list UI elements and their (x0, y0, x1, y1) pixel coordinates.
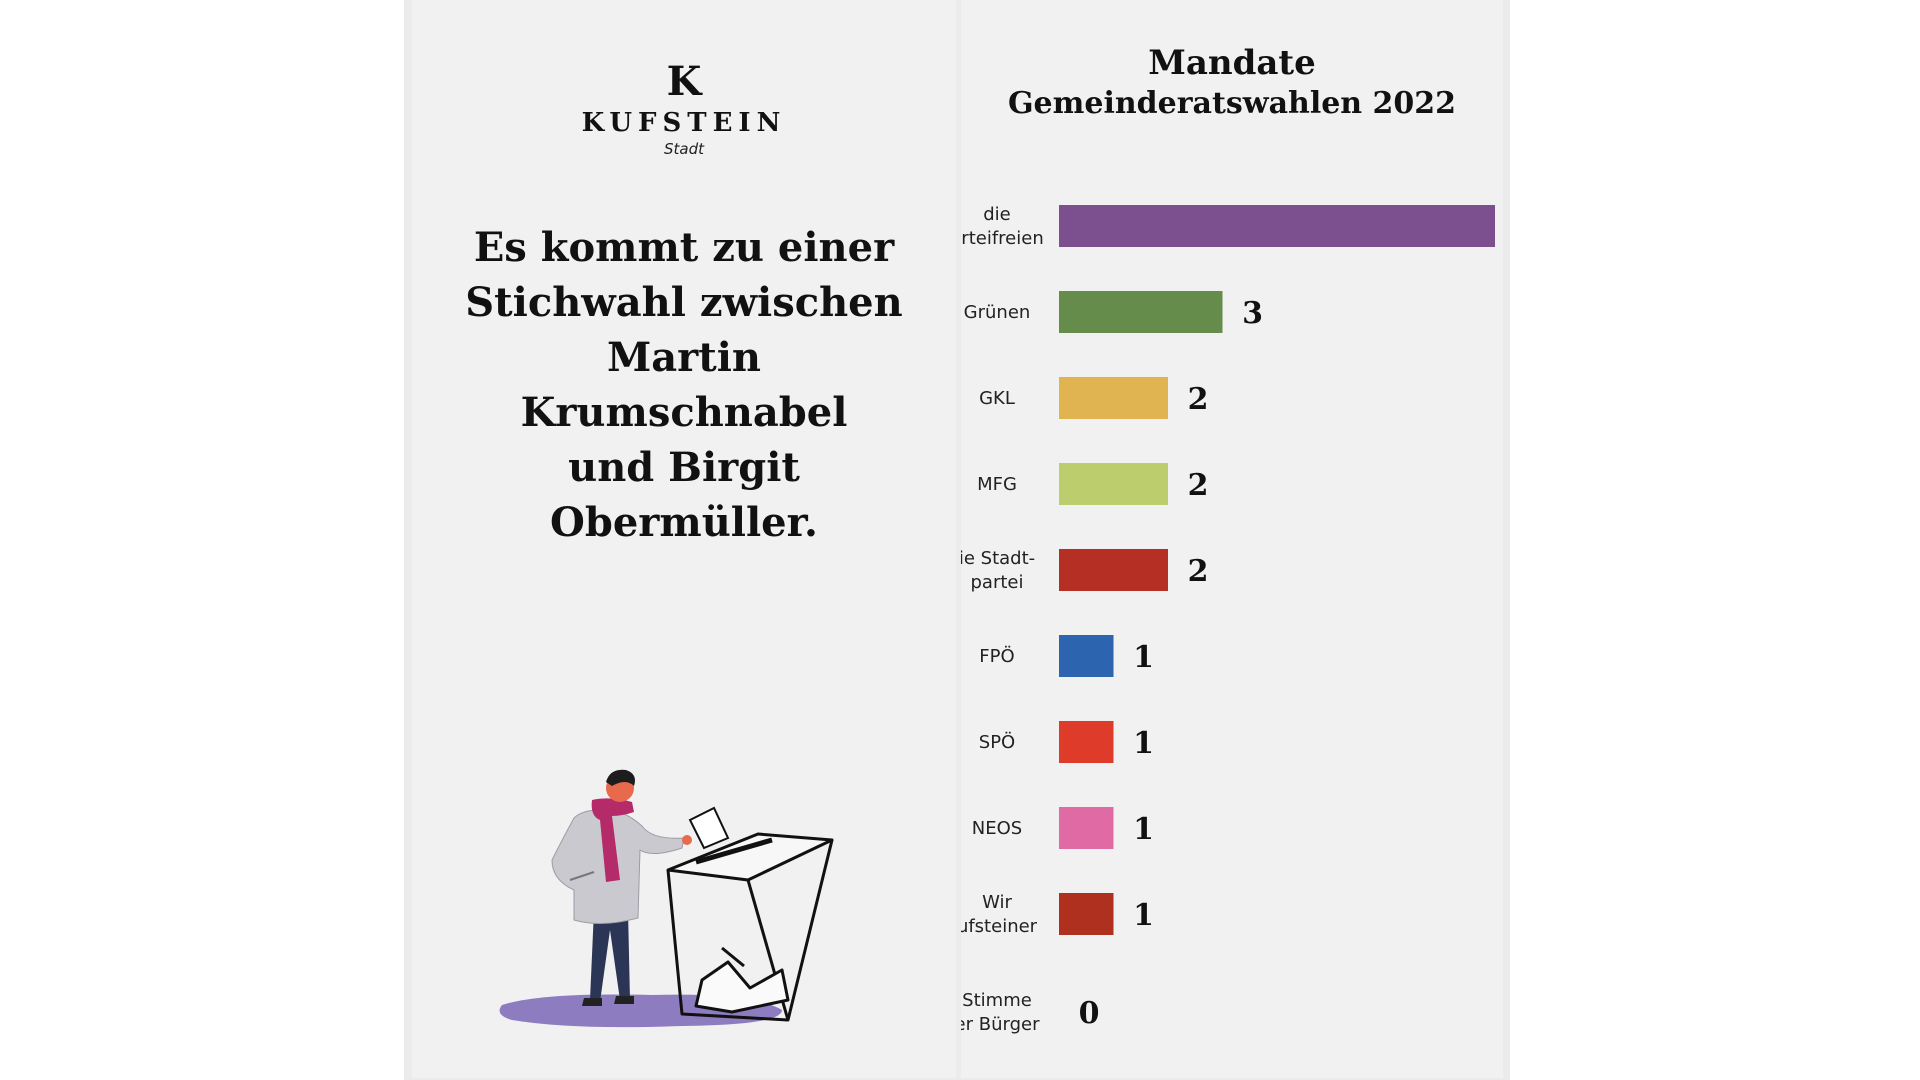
category-label: GKL (979, 388, 1015, 409)
category-label: MFG (977, 474, 1017, 495)
voter-illustration (499, 769, 834, 1028)
ballot-box (666, 832, 834, 1022)
person-hair (606, 769, 635, 786)
bar (1059, 205, 1495, 247)
bar (1059, 377, 1168, 419)
chart-title: Mandate (1148, 43, 1316, 83)
chart-subtitle: Gemeinderatswahlen 2022 (1007, 86, 1457, 121)
left-panel: K KUFSTEIN Stadt Es kommt zu einer Stich… (412, 0, 956, 1078)
value-label: 0 (1079, 996, 1100, 1031)
bar (1059, 635, 1114, 677)
person-hand (682, 835, 692, 845)
category-label: Wir ufsteiner (961, 892, 1038, 937)
logo-subtitle: Stadt (664, 140, 704, 158)
coat-pocket (569, 871, 595, 881)
kufstein-logo: K KUFSTEIN Stadt (412, 58, 956, 159)
headline-line: Krumschnabel (520, 389, 848, 436)
bar (1059, 893, 1114, 935)
bar (1059, 807, 1114, 849)
mandate-bar-chart: diearteifreien8Grünen3GKL2MFG2ie Stadt-p… (961, 204, 1495, 1035)
logo-name: KUFSTEIN (581, 108, 787, 138)
chart-title-block: Mandate Gemeinderatswahlen 2022 (961, 42, 1503, 124)
headline-line: Obermüller. (550, 499, 818, 546)
category-label: NEOS (972, 818, 1022, 839)
right-panel: Mandate Gemeinderatswahlen 2022 dieartei… (961, 0, 1503, 1078)
value-label: 1 (1133, 812, 1154, 847)
value-label: 1 (1133, 640, 1154, 675)
logo-mark: K (666, 58, 702, 105)
category-label: Stimme er Bürger (961, 990, 1040, 1035)
category-label: ie Stadt-partei (961, 548, 1035, 593)
headline: Es kommt zu einer Stichwahl zwischen Mar… (422, 220, 946, 550)
category-label: SPÖ (979, 731, 1015, 753)
category-label: FPÖ (979, 645, 1014, 667)
category-label: Grünen (964, 302, 1031, 323)
value-label: 3 (1242, 296, 1263, 331)
value-label: 1 (1133, 726, 1154, 761)
headline-line: Es kommt zu einer (473, 224, 895, 271)
person-scarf (591, 798, 634, 882)
value-label: 2 (1188, 468, 1209, 503)
value-label: 1 (1133, 898, 1154, 933)
headline-line: und Birgit (568, 444, 800, 491)
category-label: diearteifreien (961, 204, 1044, 249)
headline-line: Stichwahl zwischen (465, 279, 903, 326)
bar (1059, 721, 1114, 763)
ballot-paper (688, 806, 730, 850)
value-label: 2 (1188, 382, 1209, 417)
person-shoes (582, 996, 634, 1006)
bar (1059, 463, 1168, 505)
value-label: 2 (1188, 554, 1209, 589)
bar (1059, 549, 1168, 591)
headline-line: Martin (606, 334, 762, 381)
bar (1059, 291, 1223, 333)
person-legs (590, 910, 630, 1002)
